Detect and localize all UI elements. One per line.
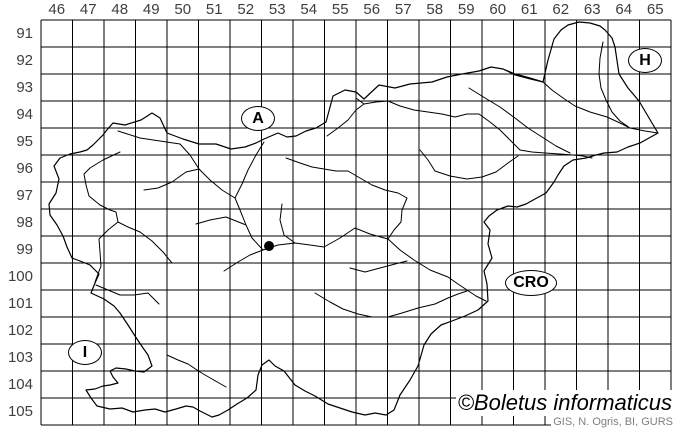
grid-column-label: 54 [300, 1, 318, 18]
grid-row-label: 99 [16, 241, 33, 258]
grid-column-label: 51 [205, 1, 223, 18]
grid-column-label: 60 [489, 1, 507, 18]
grid-column-label: 59 [457, 1, 475, 18]
country-label-italy-text: I [82, 343, 88, 361]
attribution-text: GIS, N. Ogris, BI, GURS [551, 416, 675, 428]
country-label-austria: A [241, 106, 275, 131]
grid-column-label: 52 [237, 1, 255, 18]
grid-column-label: 62 [552, 1, 570, 18]
grid-column-label: 55 [331, 1, 349, 18]
grid-column-label: 65 [646, 1, 664, 18]
grid-row-labels: 91 92 93 94 95 96 97 98 99 100 101 102 103 104 105 [0, 20, 37, 425]
grid-row-label: 92 [16, 52, 33, 69]
grid-row-label: 93 [16, 79, 33, 96]
grid-column-label: 64 [615, 1, 633, 18]
grid-column-label: 53 [268, 1, 286, 18]
country-border-path [48, 21, 659, 418]
occurrence-marker [264, 240, 275, 251]
grid-column-labels: 46 47 48 49 50 51 52 53 54 55 56 57 58 59 60 61 62 63 64 65 [41, 1, 671, 19]
grid-column-label: 58 [426, 1, 444, 18]
grid-column-label: 48 [111, 1, 129, 18]
grid-row-label: 91 [16, 25, 33, 42]
grid-column-label: 56 [363, 1, 381, 18]
country-label-austria-text: A [252, 109, 264, 127]
grid-row-label: 95 [16, 133, 33, 150]
grid-row-label: 97 [16, 187, 33, 204]
grid-lines [40, 19, 672, 426]
rivers-path [83, 41, 659, 388]
grid-column-label: 50 [174, 1, 192, 18]
grid-row-label: 100 [7, 268, 33, 285]
grid-row-label: 98 [16, 214, 33, 231]
grid-column-label: 57 [394, 1, 412, 18]
grid-row-label: 94 [16, 106, 33, 123]
grid-row-label: 101 [7, 295, 33, 312]
grid-row-label: 96 [16, 160, 33, 177]
country-label-italy: I [68, 340, 102, 365]
grid-column-label: 46 [48, 1, 66, 18]
country-label-croatia-text: CRO [513, 274, 549, 291]
country-label-croatia: CRO [505, 270, 557, 296]
grid-column-label: 61 [520, 1, 538, 18]
grid-row-label: 103 [7, 349, 33, 366]
grid-row-label: 102 [7, 322, 33, 339]
country-label-hungary-text: H [639, 51, 651, 69]
grid-column-label: 49 [142, 1, 160, 18]
grid-column-label: 47 [79, 1, 97, 18]
country-label-hungary: H [628, 48, 662, 73]
watermark-text: ©Boletus informaticus [455, 390, 674, 416]
grid-row-label: 105 [7, 403, 33, 420]
grid-row-label: 104 [7, 376, 33, 393]
grid-column-label: 63 [583, 1, 601, 18]
